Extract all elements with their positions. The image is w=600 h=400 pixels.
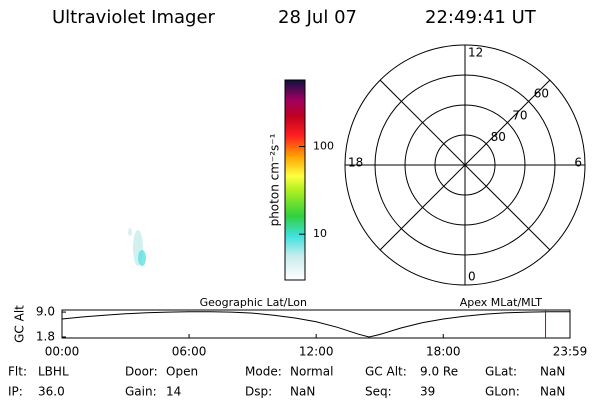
colorbar [284, 79, 306, 281]
field-label: Mode: [245, 365, 282, 379]
mlt-label: 0 [468, 270, 476, 284]
x-tick-label: 12:00 [299, 345, 334, 359]
field-value: 39 [420, 385, 435, 399]
lat-ring [434, 134, 496, 196]
colorbar-tick-label: 10 [313, 227, 327, 240]
date: 28 Jul 07 [278, 7, 357, 28]
x-tick-label: 06:00 [172, 345, 207, 359]
map-label: Geographic Lat/Lon [200, 296, 307, 309]
field-value: NaN [540, 365, 565, 379]
uv-image [128, 228, 146, 266]
mlt-label: 12 [468, 46, 483, 60]
lat-ring [374, 74, 556, 256]
field-value: Open [166, 365, 198, 379]
colorbar-tick-label: 100 [313, 140, 334, 153]
field-value: NaN [290, 385, 315, 399]
field-value: Normal [290, 365, 333, 379]
instrument: Ultraviolet Imager [52, 7, 216, 28]
x-tick-label: 18:00 [426, 345, 461, 359]
field-value: LBHL [38, 365, 69, 379]
y-tick-label: 1.8 [36, 329, 55, 343]
field-label: Dsp: [245, 385, 272, 399]
mlt-label: 18 [348, 156, 363, 170]
altitude-line [61, 311, 570, 338]
lat-label: 80 [491, 130, 506, 144]
field-label: Gain: [125, 385, 157, 399]
lat-label: 60 [534, 87, 549, 101]
polar-spoke [379, 79, 551, 251]
field-value: 14 [166, 385, 181, 399]
field-label: GLat: [485, 365, 517, 379]
x-tick-label: 23:59 [553, 345, 588, 359]
altitude-frame [61, 309, 571, 339]
lat-ring [404, 104, 526, 226]
x-tick-label: 00:00 [45, 345, 80, 359]
field-value: 36.0 [38, 385, 65, 399]
field-label: Door: [125, 365, 158, 379]
field-label: GLon: [485, 385, 520, 399]
colorbar-label: photon cm⁻²s⁻¹ [268, 133, 282, 226]
y-tick-label: 9.0 [36, 305, 55, 319]
field-label: Flt: [8, 365, 27, 379]
field-label: Seq: [365, 385, 392, 399]
field-label: IP: [8, 385, 23, 399]
field-value: NaN [540, 385, 565, 399]
altitude-ylabel: GC Alt [13, 305, 27, 343]
map-label: Apex MLat/MLT [460, 296, 543, 309]
lat-label: 70 [512, 108, 527, 122]
mlt-label: 6 [574, 156, 582, 170]
field-value: 9.0 Re [420, 365, 458, 379]
field-label: GC Alt: [365, 365, 407, 379]
time: 22:49:41 UT [425, 7, 537, 28]
